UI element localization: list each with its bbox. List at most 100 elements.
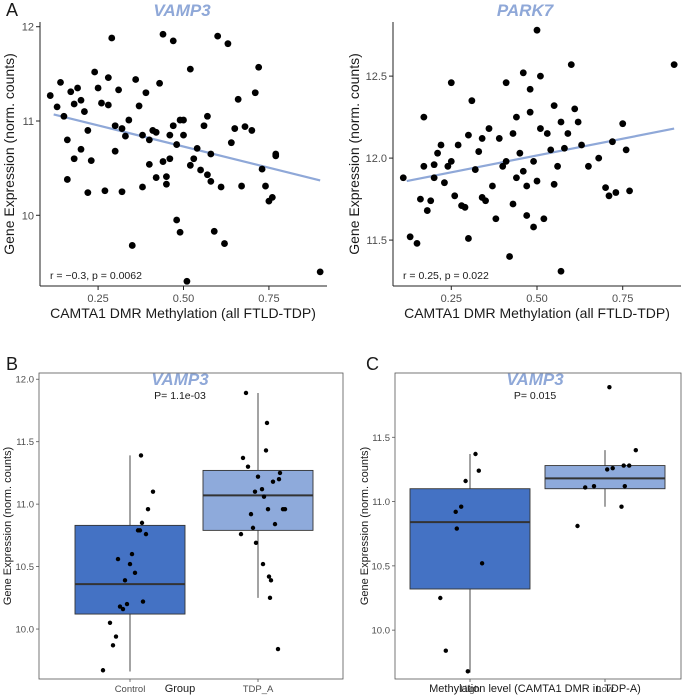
panel-c-boxplot: C VAMP3 P= 0.015 10.0 10.5 11.0 11.5 High Low… xyxy=(359,354,682,695)
data-point xyxy=(118,125,126,132)
jitter-point xyxy=(591,483,597,489)
jitter-point xyxy=(250,525,256,531)
jitter-point xyxy=(263,448,269,453)
data-point xyxy=(550,180,558,188)
data-point xyxy=(557,267,565,275)
park7-correlation-annotation: r = 0.25, p = 0.022 xyxy=(403,270,489,282)
jitter-point xyxy=(260,561,266,567)
data-point xyxy=(519,69,527,77)
data-point xyxy=(567,61,575,69)
box-tdp_a xyxy=(202,469,314,531)
y-tick-label: 10.5 xyxy=(372,561,391,572)
data-point xyxy=(169,37,177,45)
regression-line xyxy=(53,113,321,182)
data-point xyxy=(101,187,109,195)
data-point xyxy=(238,182,245,190)
data-point xyxy=(180,116,187,124)
jitter-point xyxy=(107,620,113,625)
jitter-point xyxy=(100,668,106,673)
data-point xyxy=(163,180,170,188)
x-tick-label: 0.25 xyxy=(87,293,108,305)
data-point xyxy=(523,212,531,219)
data-point xyxy=(519,167,527,175)
data-point xyxy=(77,96,85,104)
data-point xyxy=(84,189,92,197)
data-point xyxy=(502,157,510,165)
data-point xyxy=(482,197,489,205)
data-point xyxy=(492,215,500,223)
data-point xyxy=(221,240,228,247)
data-point xyxy=(526,85,534,93)
data-point xyxy=(550,102,558,110)
data-point xyxy=(420,113,428,121)
panel-b-boxplot: B VAMP3 P= 1.1e-03 10.0 10.5 11.0 11.5 12.0 C… xyxy=(2,354,344,695)
jitter-point xyxy=(275,646,281,652)
y-tick-label: 11 xyxy=(23,116,34,128)
data-point xyxy=(63,136,71,144)
data-point xyxy=(204,112,211,120)
data-point xyxy=(571,105,579,113)
data-point xyxy=(513,113,520,121)
x-tick-label: 0.75 xyxy=(612,293,633,305)
y-tick-label: 10 xyxy=(22,210,34,222)
data-point xyxy=(533,177,541,185)
jitter-point xyxy=(276,476,282,482)
jitter-point xyxy=(132,570,138,576)
jitter-point xyxy=(240,455,246,461)
data-point xyxy=(316,268,324,276)
y-tick-label: 12.5 xyxy=(366,71,387,83)
jitter-point xyxy=(255,474,261,479)
data-point xyxy=(214,32,222,40)
jitter-point xyxy=(120,606,126,612)
panel-a-vamp3: A VAMP3 0.25 0.50 0.75 10 11 12 r = −0.3, p =… xyxy=(1,0,327,321)
jitter-point xyxy=(253,540,259,546)
data-point xyxy=(420,162,428,170)
panel-label-b: B xyxy=(6,354,18,374)
data-point xyxy=(543,130,551,137)
data-point xyxy=(444,162,452,170)
jitter-point xyxy=(621,463,626,468)
data-point xyxy=(406,233,414,241)
data-point xyxy=(197,166,204,174)
jitter-point xyxy=(139,520,145,526)
jitter-point xyxy=(454,526,459,531)
jitter-point xyxy=(438,595,443,601)
box-control xyxy=(74,524,186,615)
jitter-point xyxy=(453,509,458,515)
data-point xyxy=(115,86,122,94)
y-tick-label: 12.0 xyxy=(366,153,387,165)
data-point xyxy=(152,128,160,136)
jitter-point xyxy=(463,478,468,484)
data-point xyxy=(94,84,102,92)
jitter-point xyxy=(115,556,121,562)
data-point xyxy=(602,184,609,192)
data-point xyxy=(557,118,565,126)
jitter-point xyxy=(280,506,286,512)
jitter-point xyxy=(619,504,624,509)
data-point xyxy=(461,203,469,211)
jitter-point xyxy=(627,463,632,468)
jitter-point xyxy=(622,483,627,489)
data-point xyxy=(495,135,503,142)
y-tick-label: 12 xyxy=(22,22,34,34)
boxplot-c-y-label: Gene Expression (norm. counts) xyxy=(359,447,371,605)
x-tick-label: 0.50 xyxy=(526,293,547,305)
data-point xyxy=(132,76,140,83)
y-tick-label: 11.0 xyxy=(16,500,34,511)
jitter-point xyxy=(261,494,267,499)
vamp3-scatter-title: VAMP3 xyxy=(153,1,211,20)
jitter-point xyxy=(272,521,278,527)
category-label: Low xyxy=(596,684,614,695)
data-point xyxy=(465,131,472,139)
data-point xyxy=(108,34,116,42)
data-point xyxy=(74,84,81,92)
data-point xyxy=(574,118,582,126)
scatter-a2-x-label: CAMTA1 DMR Methylation (all FTLD-TDP) xyxy=(404,305,670,321)
data-point xyxy=(255,63,263,71)
data-point xyxy=(46,92,54,99)
y-tick-label: 10.0 xyxy=(372,626,391,637)
boxplot-b-pvalue: P= 1.1e-03 xyxy=(154,390,206,402)
jitter-point xyxy=(583,485,588,490)
data-point xyxy=(183,277,191,285)
park7-scatter-title: PARK7 xyxy=(497,1,555,20)
